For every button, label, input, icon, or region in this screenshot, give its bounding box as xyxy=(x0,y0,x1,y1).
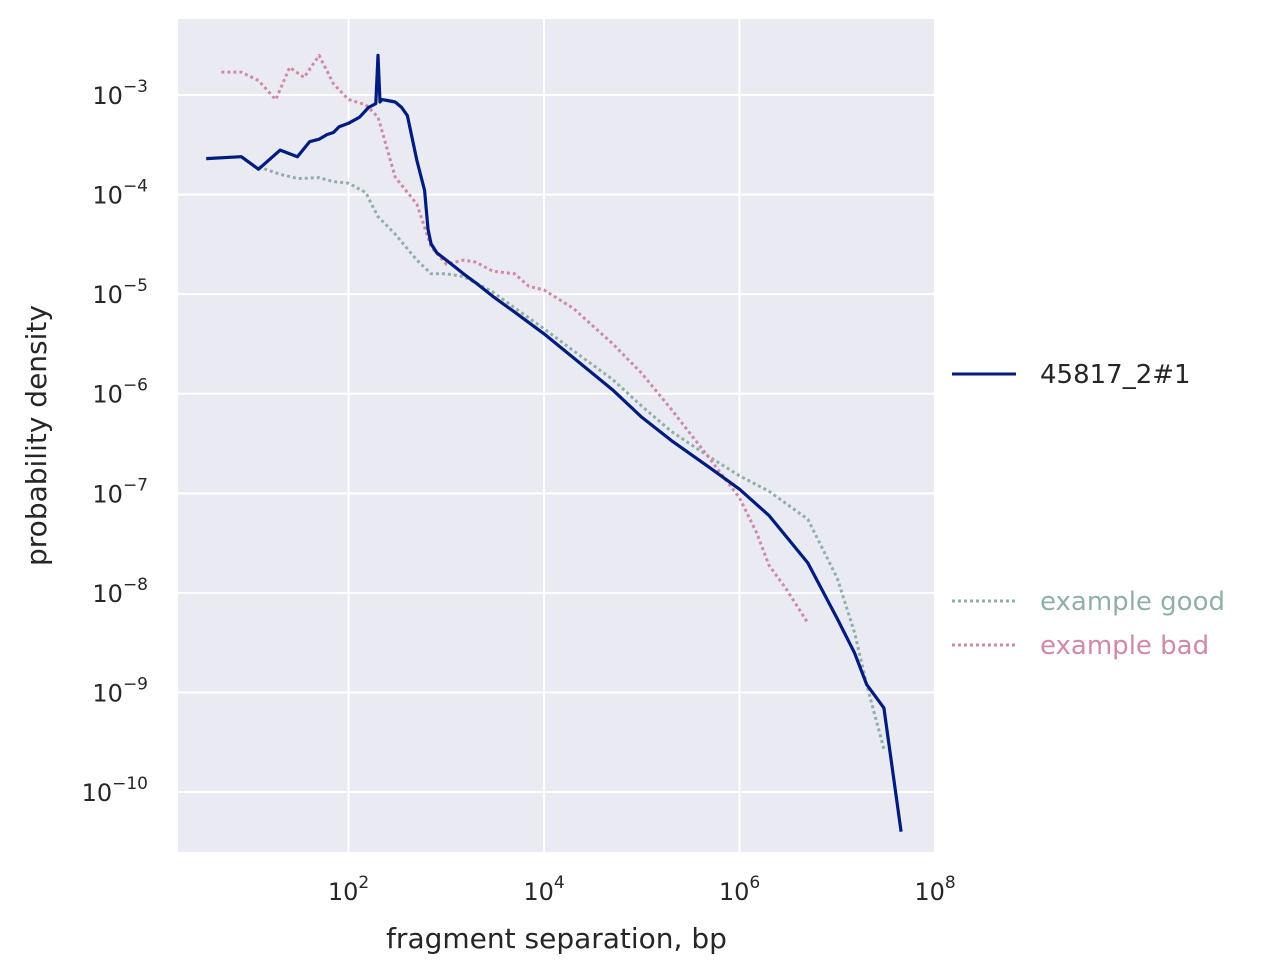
x-tick-labels: 102 104 106 108 xyxy=(328,873,956,906)
series-line-0 xyxy=(206,53,903,832)
y-tick-label-0: 10−3 xyxy=(92,77,148,110)
x-tick-label-0: 102 xyxy=(328,873,369,906)
x-tick-label-2: 106 xyxy=(719,873,760,906)
y-axis-label: probability density xyxy=(20,305,53,566)
legend-example-0-label: example good xyxy=(1040,587,1225,617)
x-tick-label-1: 104 xyxy=(523,873,564,906)
series-line-2 xyxy=(221,53,810,624)
y-tick-label-5: 10−8 xyxy=(92,575,148,608)
y-tick-labels: 10−3 10−4 10−5 10−6 10−7 10−8 10−9 10−10 xyxy=(82,77,148,807)
x-axis-label: fragment separation, bp xyxy=(386,922,727,955)
series-layer xyxy=(206,53,903,832)
y-tick-label-6: 10−9 xyxy=(92,674,148,707)
series-line-1 xyxy=(258,165,886,750)
legend-main-0-label: 45817_2#1 xyxy=(1040,360,1191,390)
y-tick-label-1: 10−4 xyxy=(92,177,148,210)
y-tick-label-2: 10−5 xyxy=(92,276,148,309)
y-tick-label-4: 10−7 xyxy=(92,475,148,508)
plot-area xyxy=(178,19,935,852)
x-tick-label-3: 108 xyxy=(914,873,955,906)
y-tick-label-7: 10−10 xyxy=(82,774,148,807)
grid-lines xyxy=(178,19,936,852)
y-tick-label-3: 10−6 xyxy=(92,376,148,409)
legend-example-1-label: example bad xyxy=(1040,631,1209,661)
